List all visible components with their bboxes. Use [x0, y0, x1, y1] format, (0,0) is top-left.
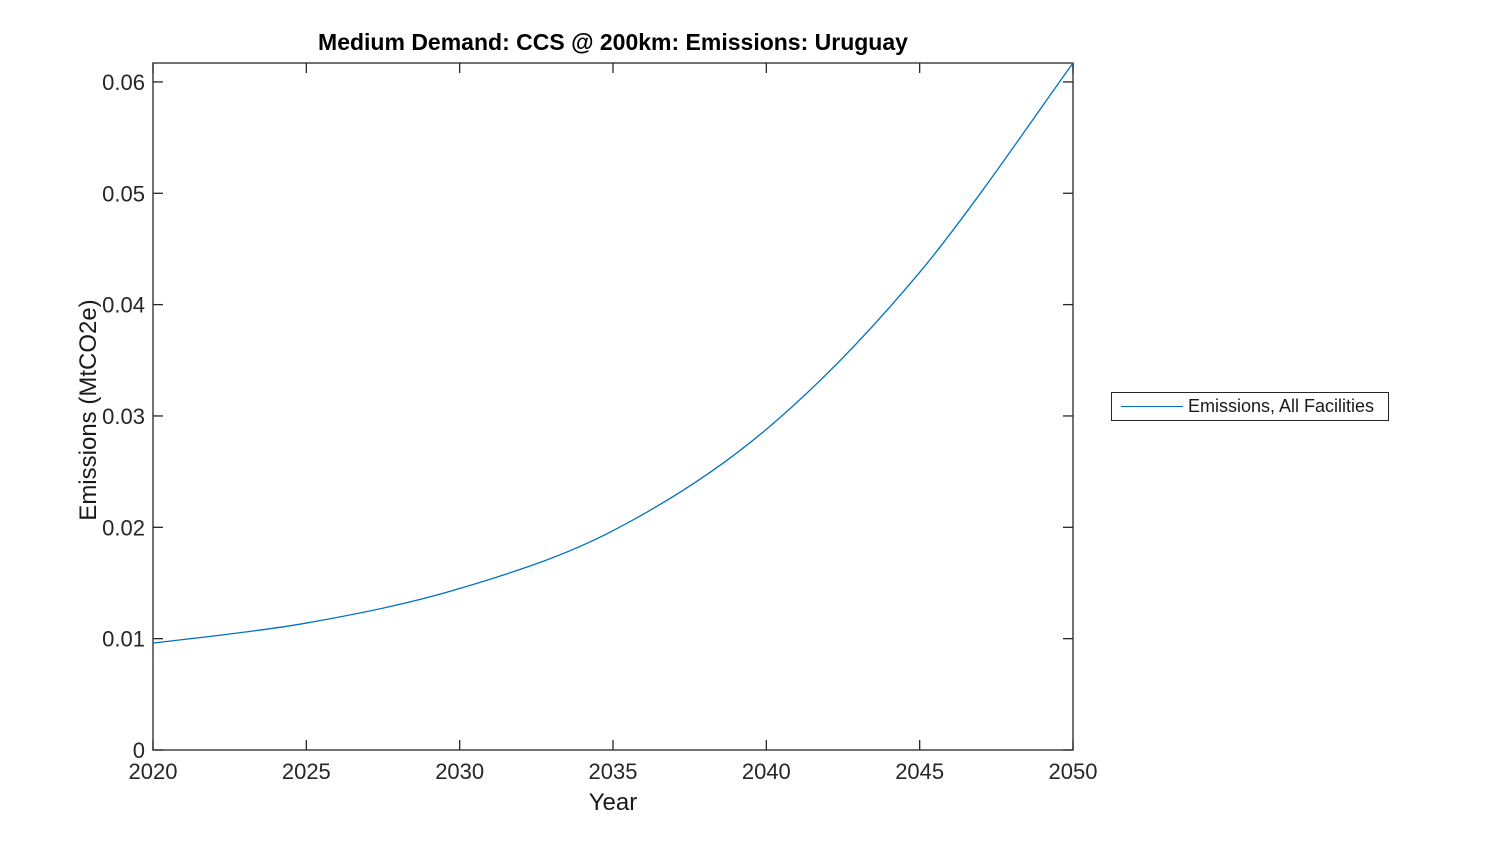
x-tick-label: 2020 — [129, 759, 178, 784]
legend-entry-label: Emissions, All Facilities — [1188, 396, 1375, 416]
x-tick-label: 2045 — [895, 759, 944, 784]
series-emissions-all-facilities-line — [152, 62, 1074, 644]
legend-box: Emissions, All Facilities — [1111, 392, 1389, 421]
legend-line-sample-icon — [1121, 406, 1183, 407]
chart-title: Medium Demand: CCS @ 200km: Emissions: U… — [318, 29, 908, 55]
x-tick-label: 2040 — [742, 759, 791, 784]
y-axis-label: Emissions (MtCO2e) — [75, 299, 102, 520]
y-tick-label: 0.06 — [102, 70, 145, 95]
y-tick-label: 0.04 — [102, 293, 145, 318]
y-tick-label: 0.03 — [102, 404, 145, 429]
x-tick-label: 2050 — [1049, 759, 1098, 784]
x-tick-label: 2035 — [589, 759, 638, 784]
y-tick-label: 0.05 — [102, 181, 145, 206]
axis-ticks — [152, 63, 1074, 751]
x-tick-label: 2025 — [282, 759, 331, 784]
plot-area-box — [152, 62, 1074, 751]
y-tick-label: 0 — [133, 738, 145, 763]
axis-tick-labels: 2020 2025 2030 2035 2040 2045 2050 0 0.01 0.02 0.0… — [102, 70, 1097, 784]
x-tick-label: 2030 — [435, 759, 484, 784]
x-axis-label: Year — [589, 789, 638, 816]
y-tick-label: 0.01 — [102, 627, 145, 652]
y-tick-label: 0.02 — [102, 515, 145, 540]
